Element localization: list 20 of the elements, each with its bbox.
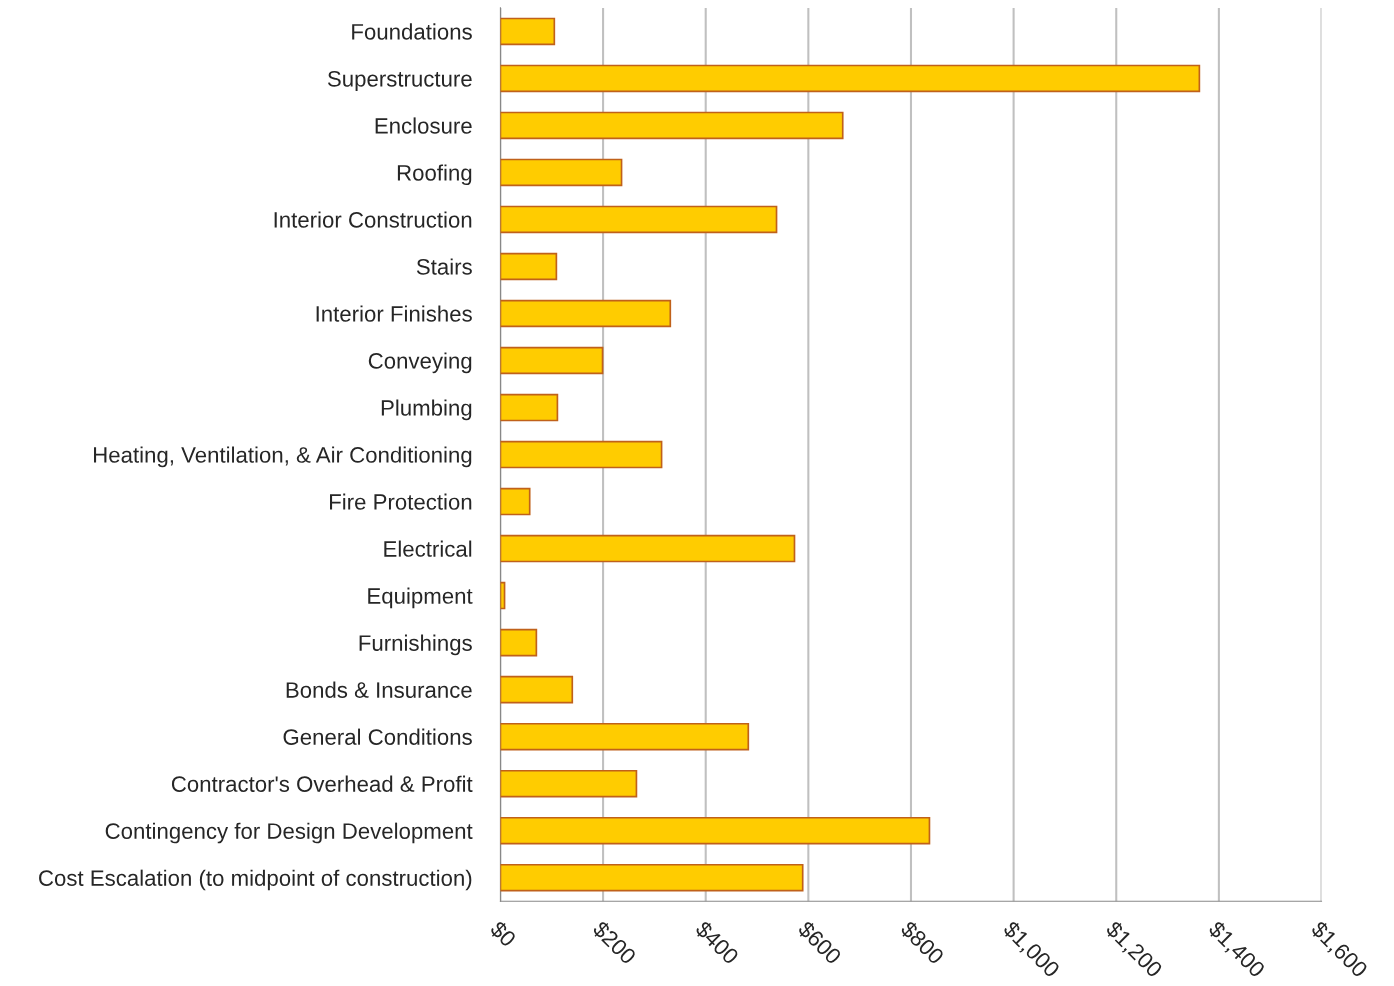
y-tick-label: General Conditions [283, 728, 472, 745]
y-tick-label: Bonds & Insurance [286, 681, 472, 698]
y-tick-label: Roofing [397, 164, 472, 186]
y-tick-label: Superstructure [327, 70, 472, 92]
y-tick-label: Stairs [416, 258, 472, 275]
y-tick-label: Electrical [384, 540, 472, 557]
y-tick-label: Heating, Ventilation, & Air Conditioning [94, 446, 472, 468]
y-tick-label: Interior Finishes [316, 305, 472, 322]
y-tick-label: Furnishings [359, 634, 472, 656]
y-tick-label: Cost Escalation (to midpoint of construction) [39, 869, 472, 891]
y-tick-label: Plumbing [381, 399, 472, 421]
y-tick-label: Contractor's Overhead & Profit [171, 775, 473, 792]
y-tick-label: Enclosure [375, 117, 472, 134]
y-tick-label: Fire Protection [330, 493, 472, 510]
y-tick-label: Foundations [352, 23, 472, 40]
y-tick-label: Contingency for Design Development [105, 822, 473, 844]
y-tick-label: Conveying [368, 352, 472, 374]
y-tick-label: Equipment [368, 587, 473, 609]
x-tick-label: $0 [488, 919, 518, 949]
y-tick-label: Interior Construction [274, 211, 472, 228]
